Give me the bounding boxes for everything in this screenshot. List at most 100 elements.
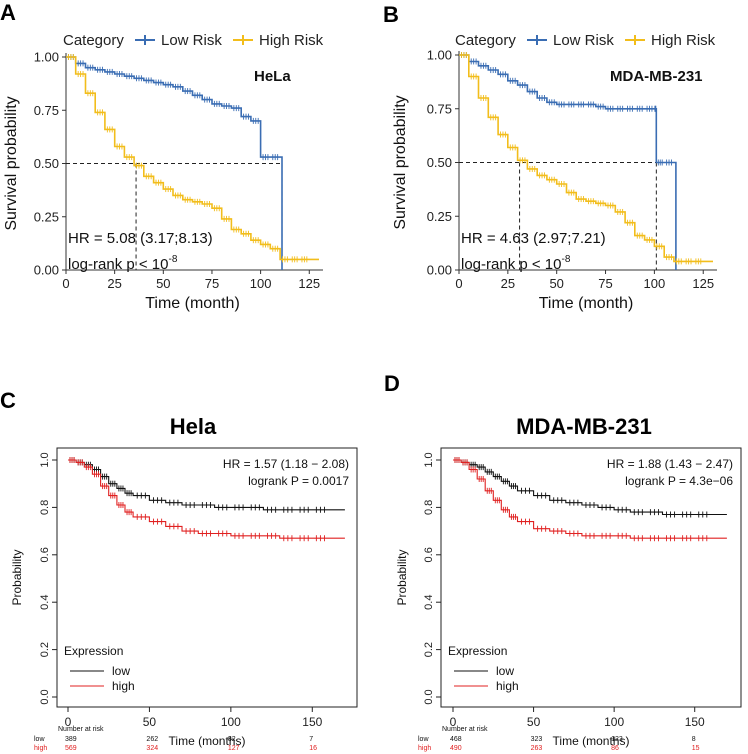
risk-count-low: 8 [692,736,696,743]
x-axis-label: Time (months) [169,734,246,748]
risk-table-row-label-low: low [34,736,45,743]
risk-count-low: 389 [65,736,77,743]
y-tick-label: 0.0 [39,689,51,704]
cell-line-label: MDA-MB-231 [610,68,703,85]
logrank-annotation: logrank P = 0.0017 [248,474,349,488]
x-tick-label: 100 [604,715,624,729]
logrank-annotation: log-rank p < 10-8 [68,254,178,273]
km-curve-high [68,459,345,539]
legend-label-low-risk: Low Risk [553,32,614,49]
cell-line-label: HeLa [254,68,291,85]
y-tick-label: 0.4 [423,595,435,610]
risk-count-low: 468 [450,736,462,743]
x-axis-label: Time (month) [539,295,634,312]
legend-label-high-risk: High Risk [651,32,716,49]
y-tick-label: 1.0 [39,452,51,467]
logrank-exponent: -8 [168,254,177,265]
y-tick-label: 0.2 [39,642,51,657]
y-tick-label: 0.25 [34,209,59,224]
km-plot-hela-expression: 0.0 0.2 0.4 0.6 0.8 1.0 0 50 100 150 Time (months)… [10,447,358,752]
legend-label-low: low [112,664,130,678]
panel-letter-b: B [383,2,399,27]
legend-title: Category [63,32,124,49]
y-tick-label: 1.00 [34,50,59,65]
risk-table-row-label-high: high [418,745,431,752]
x-tick-label: 100 [221,715,241,729]
plot-frame [56,447,358,708]
y-tick-label: 0.75 [34,103,59,118]
risk-count-high: 490 [450,745,462,752]
y-axis-label: Probability [10,549,24,605]
y-tick-label: 0.00 [427,263,452,278]
x-tick-label: 0 [62,276,69,291]
legend-label-high: high [112,679,135,693]
y-tick-label: 0.6 [39,547,51,562]
y-tick-label: 1.0 [423,452,435,467]
hr-annotation: HR = 1.57 (1.18 − 2.08) [223,457,349,471]
risk-count-low: 82 [228,736,236,743]
legend-label-low-risk: Low Risk [161,32,222,49]
km-curve-low-risk [459,54,677,270]
logrank-annotation: logrank P = 4.3e−06 [625,474,733,488]
y-tick-label: 1.00 [427,48,452,63]
risk-table-row-label-low: low [418,736,429,743]
risk-count-high: 16 [309,745,317,752]
risk-count-low: 123 [611,736,623,743]
risk-count-high: 324 [146,745,158,752]
panel-letter-d: D [384,371,400,396]
x-tick-label: 0 [455,276,462,291]
x-tick-label: 150 [302,715,322,729]
x-tick-label: 150 [685,715,705,729]
y-tick-label: 0.50 [34,156,59,171]
risk-count-high: 263 [531,745,543,752]
legend-title: Expression [448,644,507,658]
y-tick-label: 0.00 [34,263,59,278]
y-tick-label: 0.8 [39,500,51,515]
legend-label-high-risk: High Risk [259,32,324,49]
panel-letter-a: A [0,0,16,25]
y-tick-label: 0.25 [427,209,452,224]
logrank-annotation: log-rank p < 10-8 [461,254,571,273]
y-axis-label: Survival probability [392,95,409,229]
x-tick-label: 100 [250,276,272,291]
risk-count-low: 262 [146,736,158,743]
hr-annotation: HR = 1.88 (1.43 − 2.47) [607,457,733,471]
x-tick-label: 25 [107,276,121,291]
y-axis-label: Probability [395,549,409,605]
hr-annotation: HR = 4.63 (2.97;7.21) [461,230,606,247]
risk-count-high: 569 [65,745,77,752]
legend-label-high: high [496,679,519,693]
x-axis-label: Time (months) [553,734,630,748]
risk-count-high: 15 [692,745,700,752]
legend-label-low: low [496,664,514,678]
km-curve-high-risk [66,56,319,261]
km-curve-high [453,459,727,539]
x-tick-label: 0 [450,715,457,729]
x-tick-label: 75 [205,276,219,291]
km-plot-mdamb231-risk: 0.00 0.25 0.50 0.75 1.00 0 25 50 75 100 125 Time (m… [392,32,717,312]
x-tick-label: 125 [298,276,320,291]
x-tick-label: 50 [549,276,563,291]
x-tick-label: 100 [644,276,666,291]
y-tick-label: 0.2 [423,642,435,657]
y-tick-label: 0.4 [39,595,51,610]
hr-annotation: HR = 5.08 (3.17;8.13) [68,230,213,247]
logrank-exponent: -8 [561,254,570,265]
risk-count-low: 7 [309,736,313,743]
km-plot-hela-risk: 0.00 0.25 0.50 0.75 1.00 0 25 50 75 100 125 Time (m… [3,32,324,312]
risk-table-header: Number at risk [442,726,488,733]
x-tick-label: 0 [65,715,72,729]
plot-frame [440,447,742,708]
risk-table-row-label-high: high [34,745,47,752]
x-tick-label: 25 [501,276,515,291]
x-tick-label: 125 [692,276,714,291]
risk-table-header: Number at risk [58,726,104,733]
y-tick-label: 0.75 [427,101,452,116]
risk-count-high: 86 [611,745,619,752]
km-plot-mdamb231-expression: 0.0 0.2 0.4 0.6 0.8 1.0 0 50 100 150 Time (months)… [395,447,742,752]
legend-title: Category [455,32,516,49]
x-tick-label: 50 [143,715,157,729]
x-tick-label: 50 [156,276,170,291]
km-curve-high-risk [459,54,713,263]
